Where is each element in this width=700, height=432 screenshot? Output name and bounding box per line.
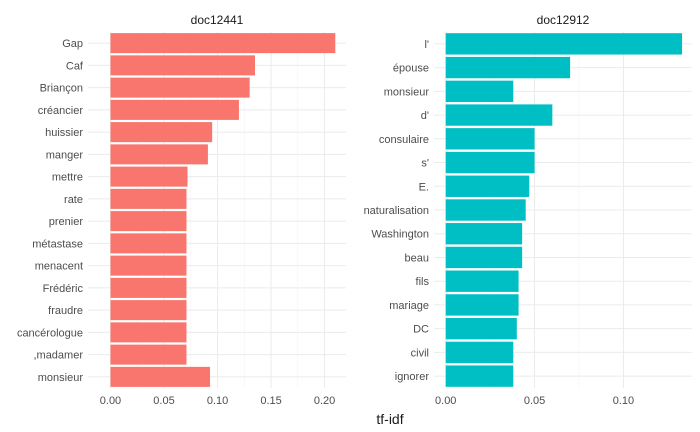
y-tick-label: Washington: [371, 229, 429, 241]
bar-2-4: [445, 104, 553, 126]
y-tick-label: créancier: [38, 105, 84, 117]
y-tick-label: métastase: [32, 238, 83, 250]
bar-2-11: [445, 270, 519, 292]
bar-1-2: [110, 55, 256, 76]
bar-1-10: [110, 233, 187, 254]
bar-2-12: [445, 294, 519, 316]
bar-2-3: [445, 80, 514, 103]
x-tick-label: 0.10: [207, 395, 228, 407]
bar-2-6: [445, 151, 535, 174]
bar-2-14: [445, 341, 514, 364]
y-tick-label: Frédéric: [43, 283, 84, 295]
y-tick-label: Briançon: [40, 83, 83, 95]
y-tick-label: mariage: [389, 300, 429, 312]
bar-1-12: [110, 277, 187, 298]
x-axis-title: tf-idf: [376, 411, 403, 427]
y-tick-label: Gap: [62, 38, 83, 50]
y-tick-label: mettre: [52, 172, 83, 184]
bar-1-13: [110, 300, 187, 321]
x-tick-label: 0.20: [314, 395, 335, 407]
y-tick-label: ignorer: [395, 371, 430, 383]
y-tick-label: naturalisation: [364, 205, 429, 217]
y-tick-label: cancérologue: [17, 327, 83, 339]
facet-title: doc12912: [537, 13, 590, 27]
y-tick-label: huissier: [45, 127, 83, 139]
bar-2-1: [445, 33, 683, 55]
bar-1-8: [110, 188, 187, 209]
bar-1-14: [110, 322, 187, 343]
bar-1-11: [110, 255, 187, 276]
facet-title: doc12441: [191, 13, 244, 27]
y-tick-label: fraudre: [48, 305, 83, 317]
y-tick-label: fils: [416, 276, 430, 288]
y-tick-label: épouse: [393, 63, 429, 75]
y-tick-label: E.: [419, 181, 429, 193]
bar-1-9: [110, 211, 187, 232]
bar-2-2: [445, 56, 571, 79]
bar-2-13: [445, 317, 517, 340]
y-tick-label: monsieur: [38, 372, 84, 384]
y-tick-label: s': [421, 158, 429, 170]
x-tick-label: 0.15: [260, 395, 281, 407]
y-tick-label: prenier: [49, 216, 84, 228]
y-tick-label: ,madamer: [33, 350, 83, 362]
y-tick-label: civil: [411, 347, 429, 359]
x-tick-label: 0.00: [100, 395, 121, 407]
bar-1-7: [110, 166, 188, 187]
bar-1-5: [110, 122, 213, 143]
y-tick-label: l': [424, 39, 429, 51]
y-tick-label: menacent: [35, 261, 83, 273]
x-tick-label: 0.00: [435, 395, 456, 407]
bar-1-6: [110, 144, 208, 165]
bar-2-15: [445, 365, 514, 387]
y-tick-label: rate: [64, 194, 83, 206]
x-tick-label: 0.05: [153, 395, 174, 407]
bar-2-8: [445, 199, 526, 221]
y-tick-label: beau: [405, 252, 429, 264]
bar-2-7: [445, 175, 530, 197]
x-tick-label: 0.10: [613, 395, 634, 407]
y-tick-label: consulaire: [379, 134, 429, 146]
bar-2-5: [445, 128, 535, 150]
y-tick-label: DC: [413, 324, 429, 336]
y-tick-label: d': [421, 110, 429, 122]
y-tick-label: Caf: [66, 60, 84, 72]
bar-1-3: [110, 77, 250, 98]
bar-2-10: [445, 246, 523, 269]
bar-1-4: [110, 99, 239, 120]
y-tick-label: monsieur: [384, 86, 430, 98]
bar-1-1: [110, 33, 336, 54]
x-tick-label: 0.05: [524, 395, 545, 407]
bar-1-16: [110, 366, 211, 387]
bar-2-9: [445, 223, 523, 245]
bar-1-15: [110, 344, 187, 365]
y-tick-label: manger: [46, 149, 84, 161]
